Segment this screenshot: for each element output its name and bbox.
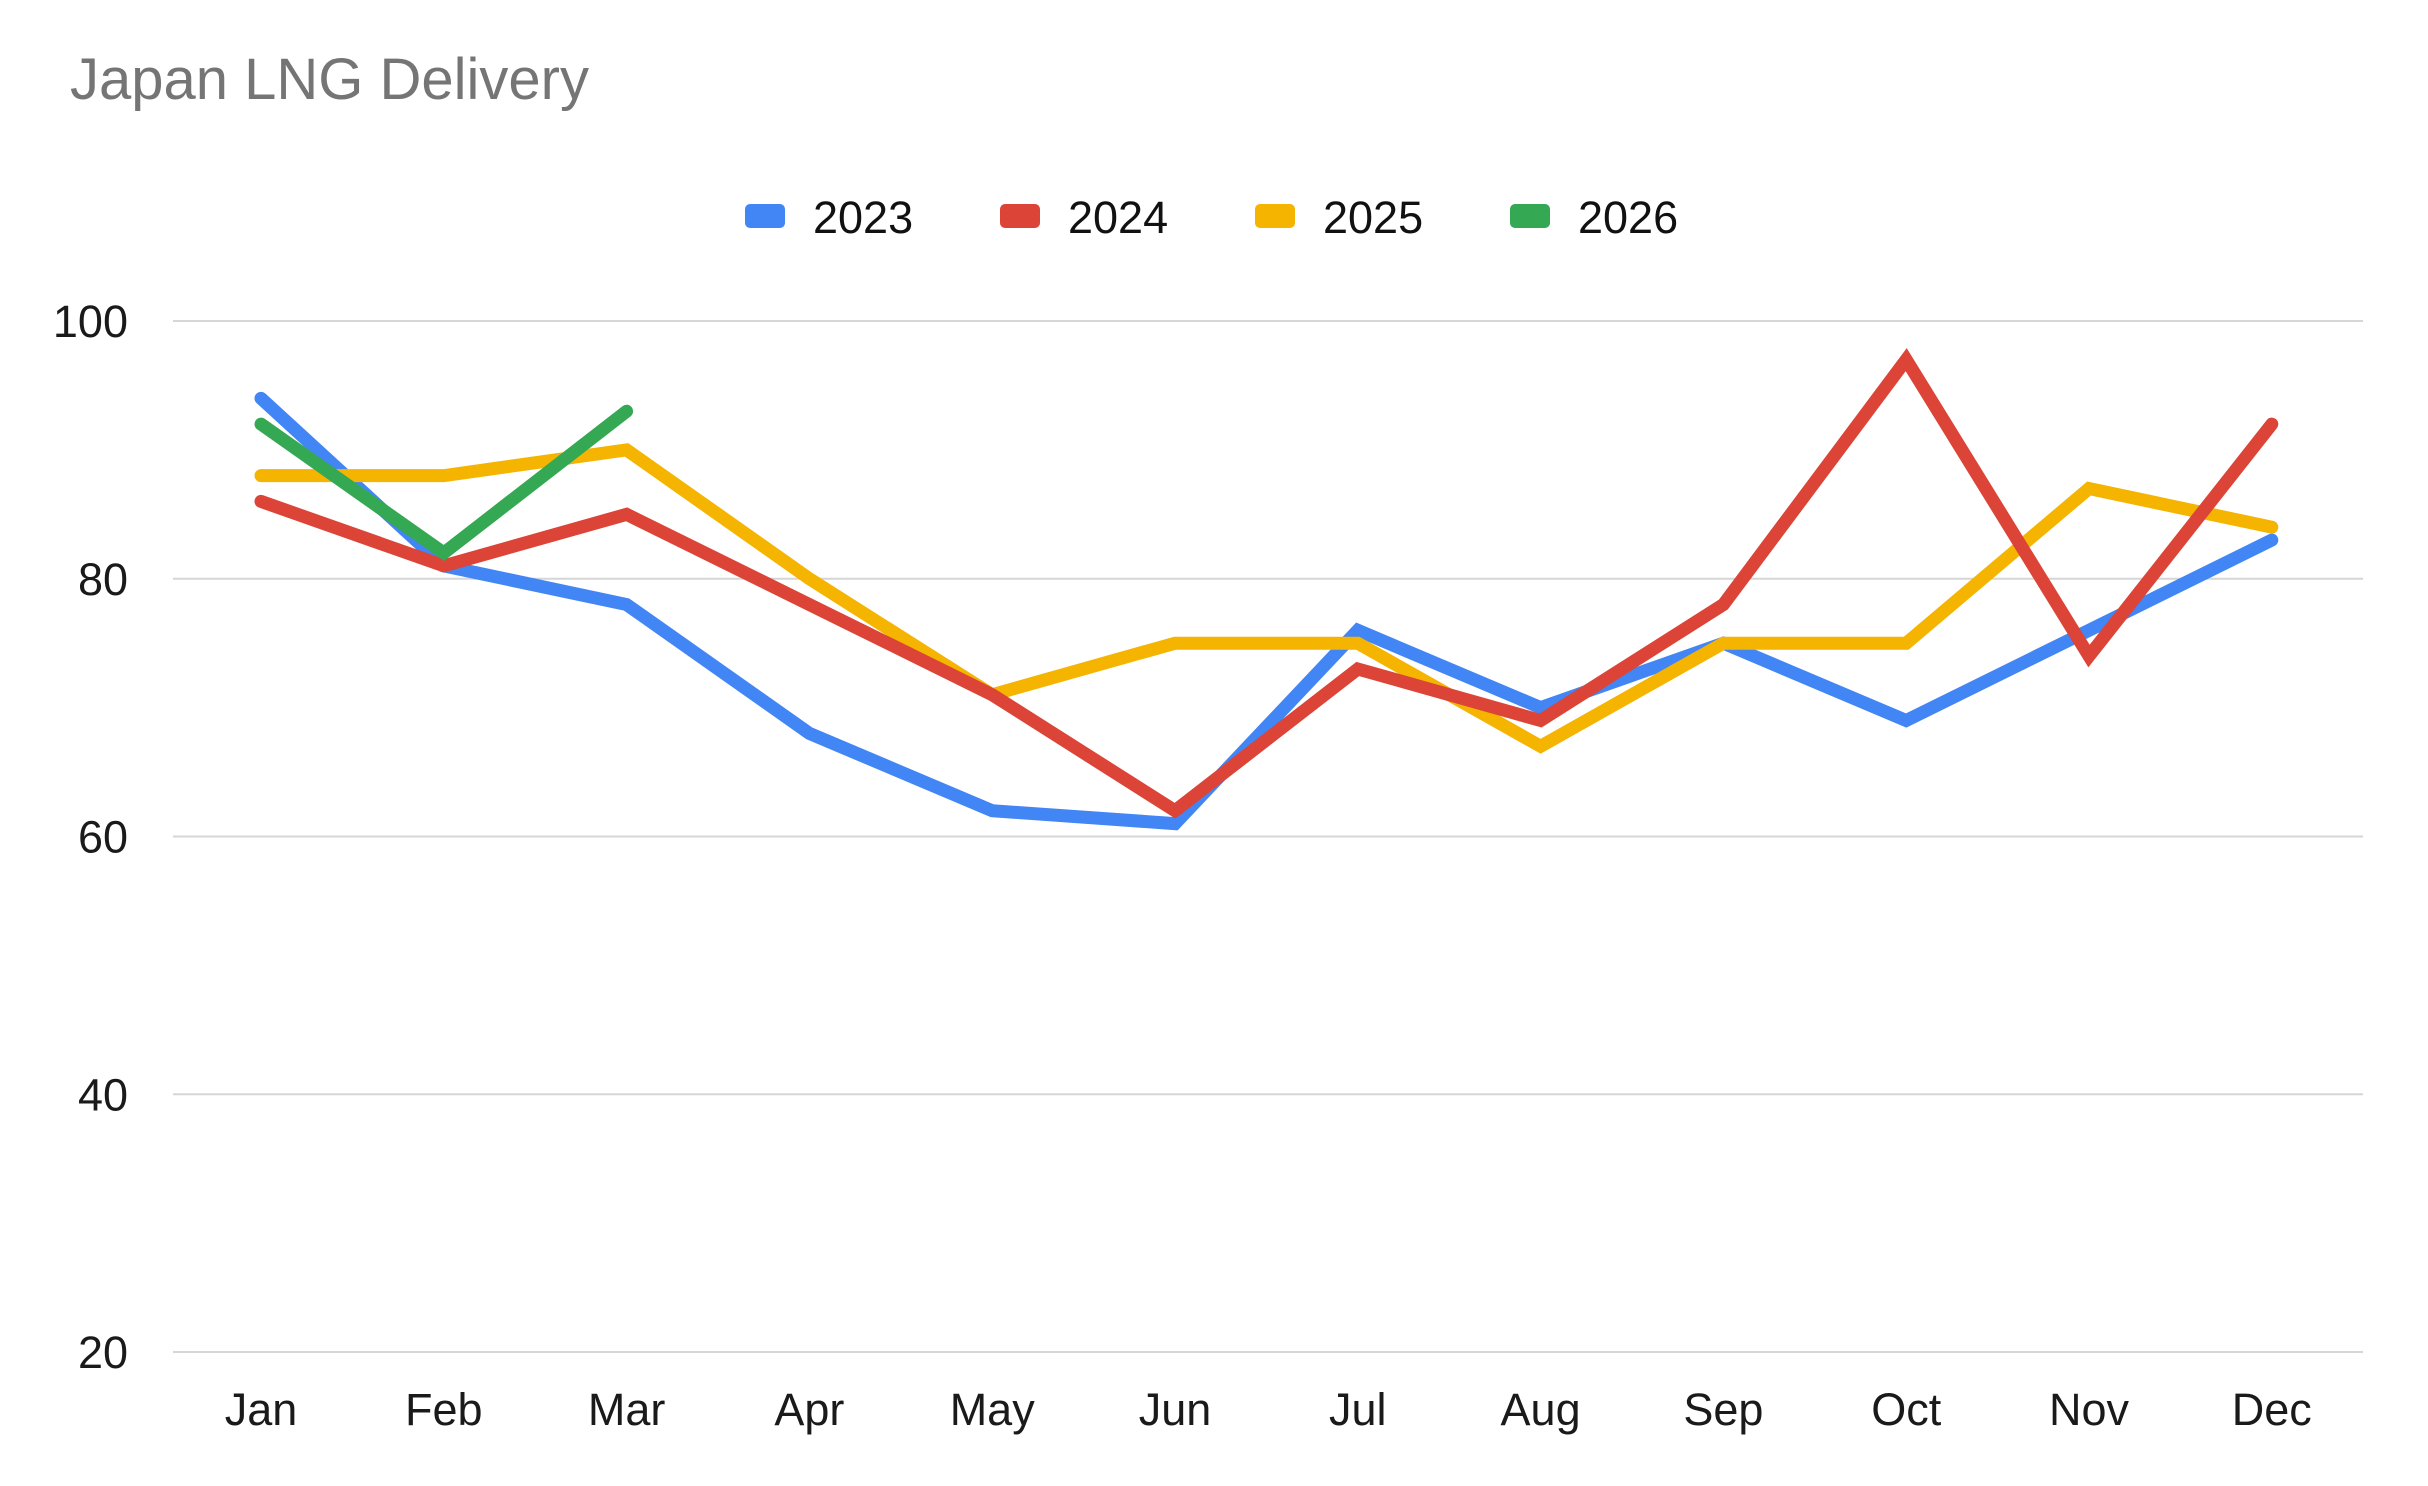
x-axis-tick-label: Feb: [405, 1384, 483, 1435]
series-line-2025: [254, 443, 2279, 754]
series-line-2023: [254, 391, 2279, 831]
x-axis-tick-label: Jun: [1139, 1384, 1212, 1435]
x-axis-tick-label: Dec: [2232, 1384, 2312, 1435]
legend-swatch-2023: [745, 204, 785, 228]
legend-label-2024: 2024: [1068, 192, 1168, 243]
x-axis-tick-label: Nov: [2049, 1384, 2130, 1435]
y-axis-tick-label: 20: [78, 1327, 128, 1378]
x-axis-tick-label: May: [950, 1384, 1036, 1435]
legend-swatch-2024: [1000, 204, 1040, 228]
x-axis-tick-label: Jan: [225, 1384, 298, 1435]
y-axis-tick-label: 60: [78, 812, 128, 863]
legend-swatch-2026: [1510, 204, 1550, 228]
x-axis-tick-label: Apr: [774, 1384, 844, 1435]
x-axis-tick-label: Jul: [1329, 1384, 1387, 1435]
series-line-2026: [254, 404, 634, 562]
legend-swatch-2025: [1255, 204, 1295, 228]
legend-label-2026: 2026: [1578, 192, 1678, 243]
y-axis-tick-label: 40: [78, 1069, 128, 1120]
chart-title: Japan LNG Delivery: [70, 47, 589, 112]
x-axis-tick-label: Oct: [1871, 1384, 1942, 1435]
series-line-2024: [254, 348, 2279, 819]
legend-label-2025: 2025: [1323, 192, 1423, 243]
x-axis-tick-label: Sep: [1683, 1384, 1763, 1435]
y-axis-tick-label: 80: [78, 554, 128, 605]
y-axis-tick-label: 100: [53, 296, 128, 347]
x-axis-tick-label: Mar: [588, 1384, 666, 1435]
x-axis-tick-label: Aug: [1501, 1384, 1581, 1435]
legend-label-2023: 2023: [813, 192, 913, 243]
